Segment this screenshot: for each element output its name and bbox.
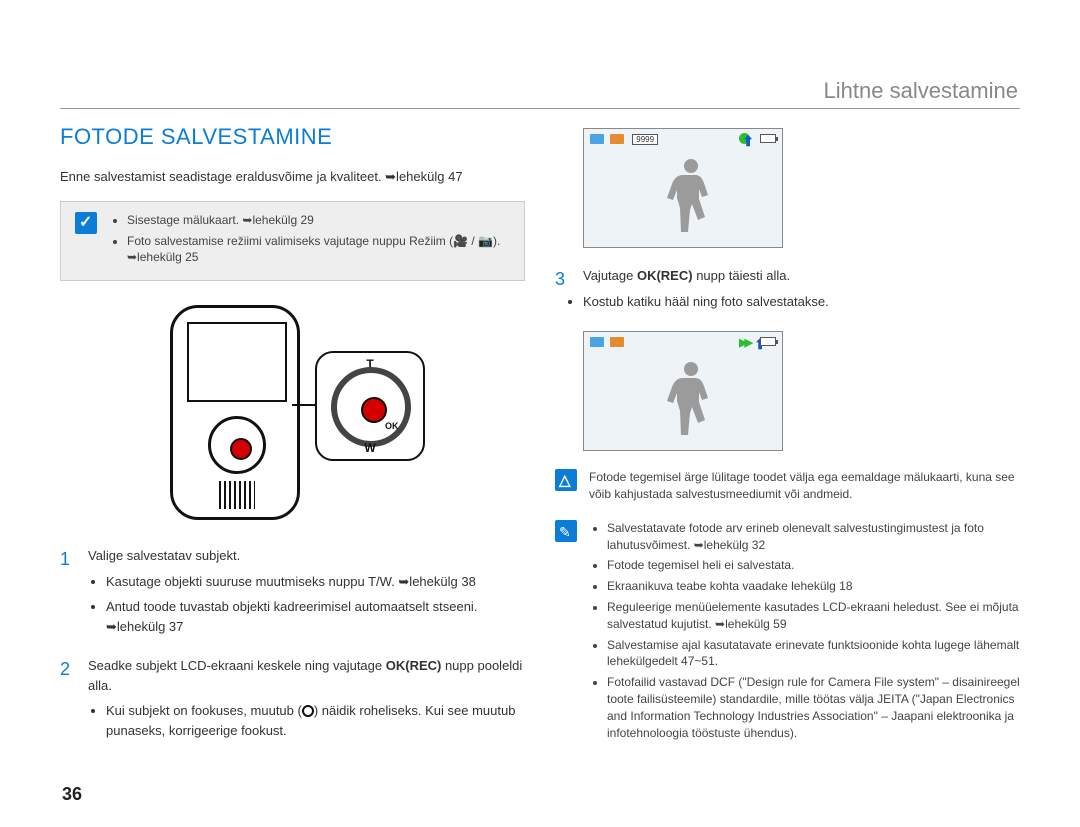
- info-item: Fotofailid vastavad DCF ("Design rule fo…: [607, 674, 1020, 741]
- left-column: FOTODE SALVESTAMINE Enne salvestamist se…: [60, 124, 525, 797]
- up-arrow-icon: ⬆: [742, 133, 754, 150]
- warning-box: Fotode tegemisel ärge lülitage toodet vä…: [555, 469, 1020, 504]
- camera-body: [170, 305, 300, 520]
- section-title: FOTODE SALVESTAMINE: [60, 124, 525, 150]
- check-icon: [75, 212, 97, 234]
- info-item: Fotode tegemisel heli ei salvestata.: [607, 557, 1020, 574]
- shot-counter: 9999: [632, 134, 658, 145]
- info-item: Reguleerige menüüelemente kasutades LCD-…: [607, 599, 1020, 633]
- intro-text: Enne salvestamist seadistage eraldusvõim…: [60, 168, 525, 187]
- info-item: Salvestamise ajal kasutatavate erinevate…: [607, 637, 1020, 671]
- zoom-ring: OK: [331, 367, 411, 447]
- step-2: 2 Seadke subjekt LCD-ekraani keskele nin…: [60, 656, 525, 746]
- note-box: Sisestage mälukaart. ➥lehekülg 29 Foto s…: [60, 201, 525, 281]
- step-text: Seadke subjekt LCD-ekraani keskele ning …: [88, 656, 525, 695]
- note-list: Sisestage mälukaart. ➥lehekülg 29 Foto s…: [109, 212, 510, 270]
- subject-silhouette: [666, 358, 716, 440]
- step-3: 3 Vajutage OK(REC) nupp täiesti alla. Ko…: [555, 266, 1020, 317]
- page-number: 36: [62, 784, 82, 805]
- step-text: Vajutage OK(REC) nupp täiesti alla.: [583, 266, 1020, 286]
- lcd-screenshot-2: ▶▶ ⬆: [583, 331, 783, 451]
- zoom-w-label: W: [317, 441, 423, 455]
- running-header: Lihtne salvestamine: [824, 78, 1018, 104]
- note-item: Sisestage mälukaart. ➥lehekülg 29: [127, 212, 510, 229]
- mode-chip-icon: [590, 134, 604, 144]
- mode-chip-icon: [610, 134, 624, 144]
- mode-chip-icon: [610, 337, 624, 347]
- page-content: FOTODE SALVESTAMINE Enne salvestamist se…: [60, 124, 1020, 797]
- info-list: Salvestatavate fotode arv erineb oleneva…: [589, 520, 1020, 746]
- step-number: 2: [60, 656, 78, 746]
- step-text: Valige salvestatav subjekt.: [88, 546, 525, 566]
- note-item: Foto salvestamise režiimi valimiseks vaj…: [127, 233, 510, 267]
- lcd-screenshot-1: 9999 ⬆: [583, 128, 783, 248]
- steps-list: 1 Valige salvestatav subjekt. Kasutage o…: [60, 546, 525, 746]
- subject-silhouette: [666, 155, 716, 237]
- camera-illustration: T OK W: [60, 299, 525, 534]
- ok-label: OK: [385, 421, 399, 431]
- battery-icon: [760, 134, 776, 143]
- step-number: 1: [60, 546, 78, 642]
- camera-lcd: [187, 322, 287, 402]
- info-item: Ekraanikuva teabe kohta vaadake lehekülg…: [607, 578, 1020, 595]
- note-icon: [555, 520, 577, 542]
- right-column: 9999 ⬆ 3 Vajutage OK(REC) nupp täiesti a…: [555, 124, 1020, 797]
- focus-double-icon: ▶▶: [739, 336, 750, 349]
- zoom-callout: T OK W: [315, 351, 425, 461]
- step-sub: Kui subjekt on fookuses, muutub () näidi…: [106, 701, 525, 740]
- focus-indicator-icon: [302, 705, 314, 717]
- warning-text: Fotode tegemisel ärge lülitage toodet vä…: [589, 469, 1020, 504]
- step-1: 1 Valige salvestatav subjekt. Kasutage o…: [60, 546, 525, 642]
- mode-chip-icon: [590, 337, 604, 347]
- step-sub: Kostub katiku hääl ning foto salvestatak…: [583, 292, 1020, 312]
- header-rule: [60, 108, 1020, 109]
- step-sub: Kasutage objekti suuruse muutmiseks nupp…: [106, 572, 525, 592]
- camera-grip: [219, 481, 255, 509]
- battery-icon: [760, 337, 776, 346]
- camera-dpad: [208, 416, 266, 474]
- warning-icon: [555, 469, 577, 491]
- info-box: Salvestatavate fotode arv erineb oleneva…: [555, 520, 1020, 746]
- info-item: Salvestatavate fotode arv erineb oleneva…: [607, 520, 1020, 554]
- step-sub: Antud toode tuvastab objekti kadreerimis…: [106, 597, 525, 636]
